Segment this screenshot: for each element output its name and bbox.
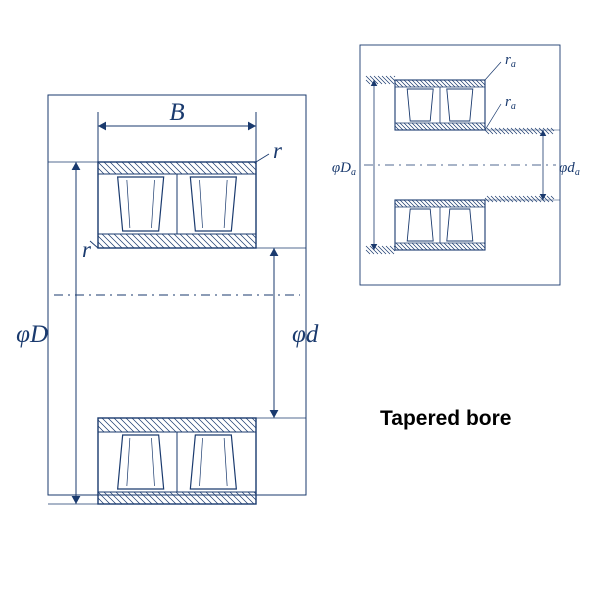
svg-text:ra: ra (505, 94, 516, 112)
label-B: B (169, 99, 184, 126)
caption-tapered-bore: Tapered bore (380, 407, 511, 430)
label-phid: φd (292, 321, 319, 348)
label-phiD: φD (16, 321, 48, 348)
main-diagram: Br r φD φd (16, 95, 319, 504)
label-r-left: r (82, 237, 92, 262)
svg-text:φDa: φDa (332, 160, 356, 178)
label-phiDa: φDa (332, 160, 356, 178)
label-ra-2: ra (505, 94, 516, 112)
label-r-top: r (273, 138, 283, 163)
svg-text:φda: φda (559, 160, 580, 178)
svg-text:ra: ra (505, 52, 516, 70)
label-phida: φda (559, 160, 580, 178)
aux-diagram: ra ra φDa φda (332, 45, 580, 285)
label-ra-1: ra (505, 52, 516, 70)
